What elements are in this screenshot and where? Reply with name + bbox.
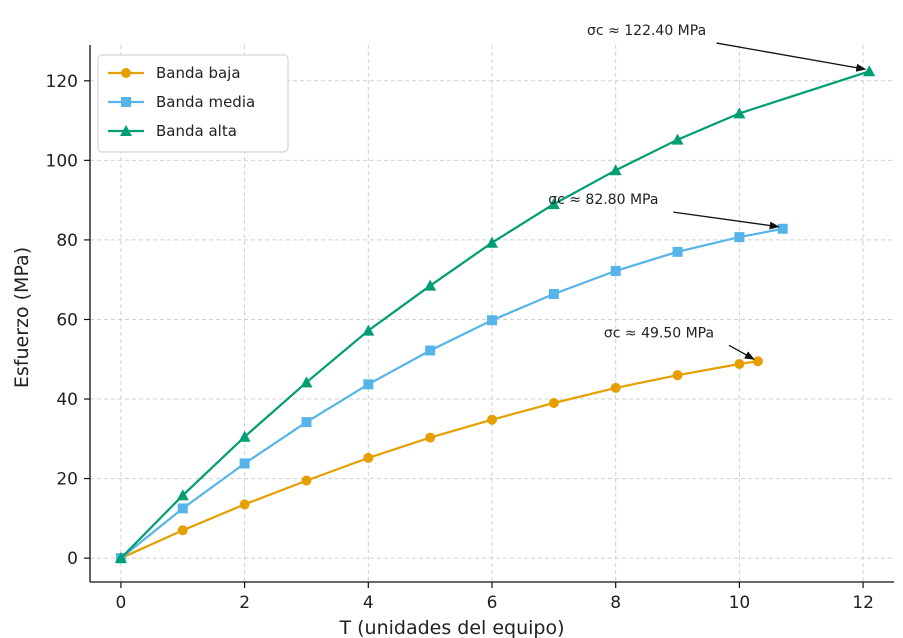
series-banda-alta bbox=[114, 65, 876, 564]
data-point bbox=[734, 232, 745, 243]
y-axis-label: Esfuerzo (MPa) bbox=[11, 247, 33, 388]
series-line bbox=[120, 360, 759, 560]
data-point bbox=[177, 503, 188, 514]
legend-label: Banda baja bbox=[156, 64, 241, 82]
data-point bbox=[672, 370, 683, 381]
legend: Banda baja Banda media Banda alta bbox=[97, 54, 289, 153]
y-tick-label: 80 bbox=[56, 231, 78, 251]
x-tick-label: 8 bbox=[610, 593, 621, 613]
legend-marker bbox=[120, 125, 132, 136]
series-banda-media bbox=[115, 223, 788, 564]
data-point bbox=[671, 133, 684, 145]
y-tick-label: 100 bbox=[46, 151, 78, 171]
series-layer bbox=[114, 65, 876, 564]
data-point bbox=[610, 265, 621, 276]
legend-label: Banda media bbox=[156, 93, 255, 111]
legend-entry: Banda baja bbox=[108, 64, 241, 82]
legend-box bbox=[97, 54, 289, 153]
data-point bbox=[177, 525, 188, 536]
annotation-label: σc ≈ 49.50 MPa bbox=[604, 325, 714, 341]
x-axis-label: T (unidades del equipo) bbox=[338, 617, 564, 638]
data-point bbox=[609, 164, 622, 176]
data-point bbox=[301, 475, 312, 486]
data-point bbox=[672, 246, 683, 257]
y-tick-label: 120 bbox=[46, 72, 78, 92]
legend-marker bbox=[121, 97, 131, 107]
data-point bbox=[610, 382, 621, 393]
data-point bbox=[547, 198, 560, 210]
data-point bbox=[176, 489, 189, 501]
data-point bbox=[301, 417, 312, 428]
series-line bbox=[120, 70, 870, 559]
data-point bbox=[362, 324, 375, 336]
annotations: σc ≈ 122.40 MPa σc ≈ 82.80 MPa σc ≈ 49.50 … bbox=[548, 23, 867, 360]
data-point bbox=[114, 552, 127, 564]
data-point bbox=[777, 223, 788, 234]
x-tick-label: 10 bbox=[729, 593, 751, 613]
x-tick-label: 4 bbox=[363, 593, 374, 613]
series-banda-baja bbox=[115, 356, 763, 564]
x-tick-label: 12 bbox=[852, 593, 874, 613]
data-point bbox=[734, 359, 745, 370]
data-point bbox=[487, 315, 497, 326]
data-point bbox=[863, 65, 876, 77]
annotation-arrow bbox=[716, 42, 867, 72]
x-tick-label: 6 bbox=[487, 593, 498, 613]
data-point bbox=[548, 398, 559, 408]
y-tick-label: 40 bbox=[56, 390, 78, 410]
data-point bbox=[548, 289, 559, 300]
x-tick-label: 2 bbox=[239, 593, 250, 613]
data-point bbox=[425, 345, 436, 356]
legend-marker bbox=[121, 68, 131, 78]
data-point bbox=[487, 414, 497, 425]
data-point bbox=[363, 452, 374, 463]
data-point bbox=[424, 279, 437, 291]
y-tick-label: 0 bbox=[67, 549, 78, 569]
legend-entry: Banda media bbox=[108, 93, 255, 111]
data-point bbox=[425, 432, 436, 443]
annotation-label: σc ≈ 122.40 MPa bbox=[587, 23, 706, 39]
x-tick-label: 0 bbox=[116, 593, 127, 613]
annotation-arrow bbox=[728, 344, 755, 360]
data-point bbox=[363, 379, 374, 390]
data-point bbox=[486, 236, 498, 248]
annotation-label: σc ≈ 82.80 MPa bbox=[548, 192, 658, 208]
annotation-arrow bbox=[673, 211, 780, 230]
data-point bbox=[733, 107, 746, 119]
data-point bbox=[239, 499, 250, 510]
legend-label: Banda alta bbox=[156, 122, 237, 140]
legend-entry: Banda alta bbox=[108, 122, 237, 140]
y-tick-label: 20 bbox=[56, 470, 78, 490]
data-point bbox=[300, 376, 313, 388]
data-point bbox=[239, 458, 250, 469]
data-point bbox=[238, 430, 251, 442]
series-line bbox=[120, 227, 783, 559]
data-point bbox=[752, 356, 763, 367]
y-tick-label: 60 bbox=[56, 310, 78, 330]
